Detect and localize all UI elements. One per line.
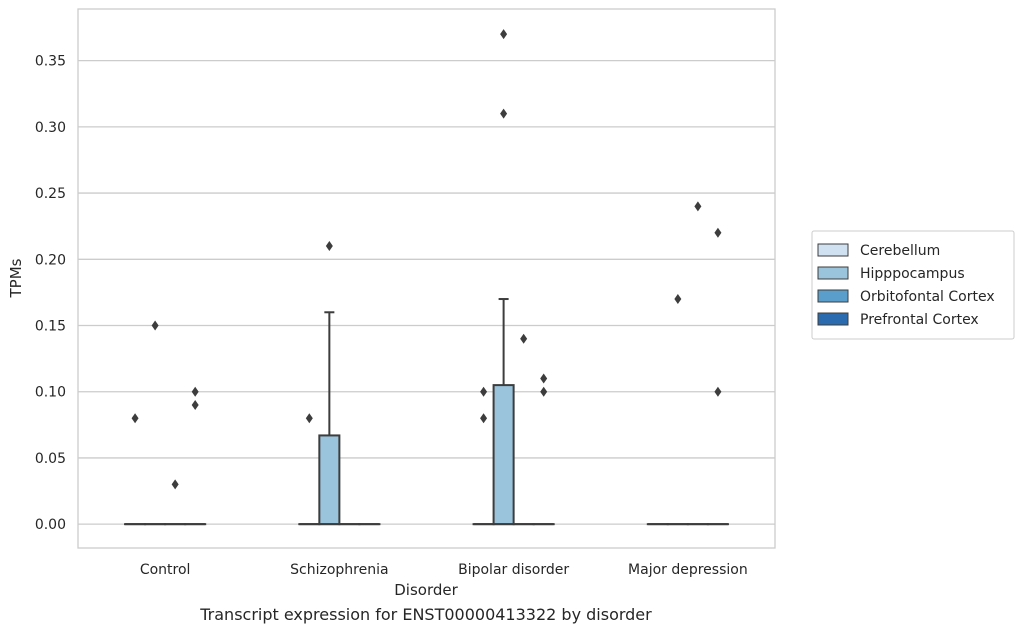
- outlier-point: [674, 294, 682, 305]
- y-tick-label: 0.00: [35, 517, 66, 533]
- outlier-point: [131, 413, 139, 424]
- x-tick-label: Control: [140, 562, 191, 578]
- x-axis-title: Disorder: [394, 581, 458, 599]
- y-tick-label: 0.35: [35, 54, 66, 70]
- x-tick-label: Bipolar disorder: [458, 562, 569, 578]
- box: [492, 384, 515, 526]
- outlier-point: [191, 386, 199, 397]
- y-tick-label: 0.25: [35, 186, 66, 202]
- outlier-point: [325, 241, 333, 252]
- chart-caption: Transcript expression for ENST0000041332…: [200, 605, 652, 624]
- box-series-group: [124, 298, 729, 526]
- gridlines: [78, 59, 775, 525]
- outlier-point: [694, 201, 702, 212]
- outlier-point: [540, 373, 548, 384]
- outlier-point: [500, 29, 508, 40]
- outlier-point: [480, 386, 488, 397]
- legend-label: Hipppocampus: [860, 266, 965, 282]
- legend-label: Prefrontal Cortex: [860, 312, 979, 328]
- outlier-point: [151, 320, 159, 331]
- y-tick-label: 0.15: [35, 319, 66, 335]
- x-tick-label: Major depression: [628, 562, 748, 578]
- y-axis-title: TPMs: [7, 258, 25, 298]
- outlier-point: [191, 399, 199, 410]
- y-tick-label: 0.20: [35, 252, 66, 268]
- y-tick-labels: 0.00 0.05 0.10 0.15 0.20 0.25 0.30 0.35: [35, 54, 66, 534]
- legend-frame: [811, 230, 1015, 340]
- plot-frame: [77, 8, 776, 549]
- y-tick-label: 0.05: [35, 451, 66, 467]
- outlier-point: [480, 413, 488, 424]
- legend-swatch: [817, 289, 849, 303]
- legend-swatch: [817, 266, 849, 280]
- outlier-group: [131, 29, 722, 490]
- y-tick-label: 0.30: [35, 120, 66, 136]
- x-tick-label: Schizophrenia: [290, 562, 388, 578]
- outlier-point: [714, 386, 722, 397]
- outlier-point: [500, 108, 508, 119]
- legend-label: Cerebellum: [860, 243, 940, 259]
- outlier-point: [540, 386, 548, 397]
- outlier-point: [305, 413, 313, 424]
- y-tick-label: 0.10: [35, 385, 66, 401]
- legend-swatch: [817, 243, 849, 257]
- outlier-point: [714, 227, 722, 238]
- legend-swatch: [817, 312, 849, 326]
- box: [318, 434, 341, 526]
- outlier-point: [520, 333, 528, 344]
- legend: Cerebellum Hipppocampus Orbitofontal Corte…: [811, 230, 1015, 340]
- x-tick-labels: Control Schizophrenia Bipolar disorder Majo…: [140, 562, 748, 578]
- outlier-point: [171, 479, 179, 490]
- legend-label: Orbitofontal Cortex: [860, 289, 995, 305]
